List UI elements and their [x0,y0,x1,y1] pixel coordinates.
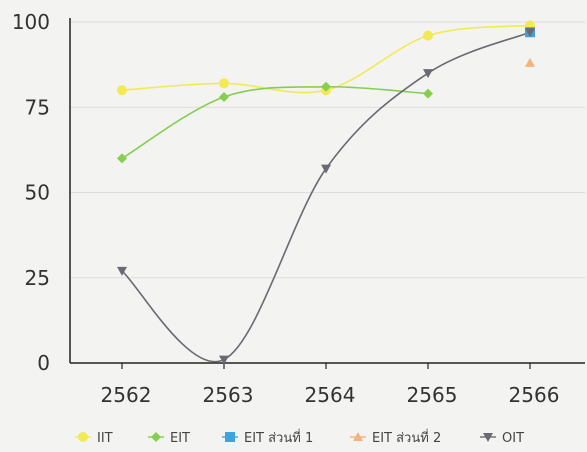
legend-label: EIT ส่วนที่ 1 [244,429,313,446]
legend-marker [483,433,493,442]
y-tick-label: 25 [25,266,50,290]
legend-label: OIT [502,431,524,446]
data-point-oit-4 [423,69,433,79]
legend-label: EIT ส่วนที่ 2 [372,429,441,446]
data-point-eit-1 [117,153,127,164]
data-point-iit-0 [423,30,433,41]
data-point-eit-1 [321,81,331,92]
data-point-oit-4 [219,355,229,365]
legend-marker [151,432,161,442]
data-point-iit-0 [219,78,229,89]
series-lines [121,24,531,363]
data-point-oit-4 [117,266,127,276]
series-markers [117,20,535,365]
series-line-eit-1 [121,85,429,160]
data-point-oit-4 [525,28,535,38]
data-point-eit-2-3 [525,57,535,67]
legend-label: EIT [170,431,190,446]
data-point-eit-1 [423,88,433,99]
y-tick-label: 75 [25,95,50,119]
y-tick-label: 50 [25,181,50,205]
y-tick-label: 100 [12,10,50,34]
data-point-oit-4 [321,164,331,174]
axes: 0 25 50 75 100 2562 2563 2564 2565 2566 [12,10,585,407]
legend-marker [78,432,88,442]
legend-marker [225,432,235,442]
x-tick-label: 2566 [509,383,560,407]
legend-label: IIT [97,431,113,446]
x-tick-label: 2562 [101,383,152,407]
grid [70,21,585,279]
series-line-oit-4 [121,31,531,363]
x-tick-label: 2563 [203,383,254,407]
legend-marker [353,432,363,441]
legend: IIT EIT EIT ส่วนที่ 1 EIT ส่วนที่ 2 OIT [75,429,524,446]
data-point-iit-0 [117,85,127,96]
x-tick-label: 2565 [407,383,458,407]
x-tick-label: 2564 [305,383,356,407]
y-tick-label: 0 [37,351,50,375]
data-point-eit-1 [219,92,229,103]
